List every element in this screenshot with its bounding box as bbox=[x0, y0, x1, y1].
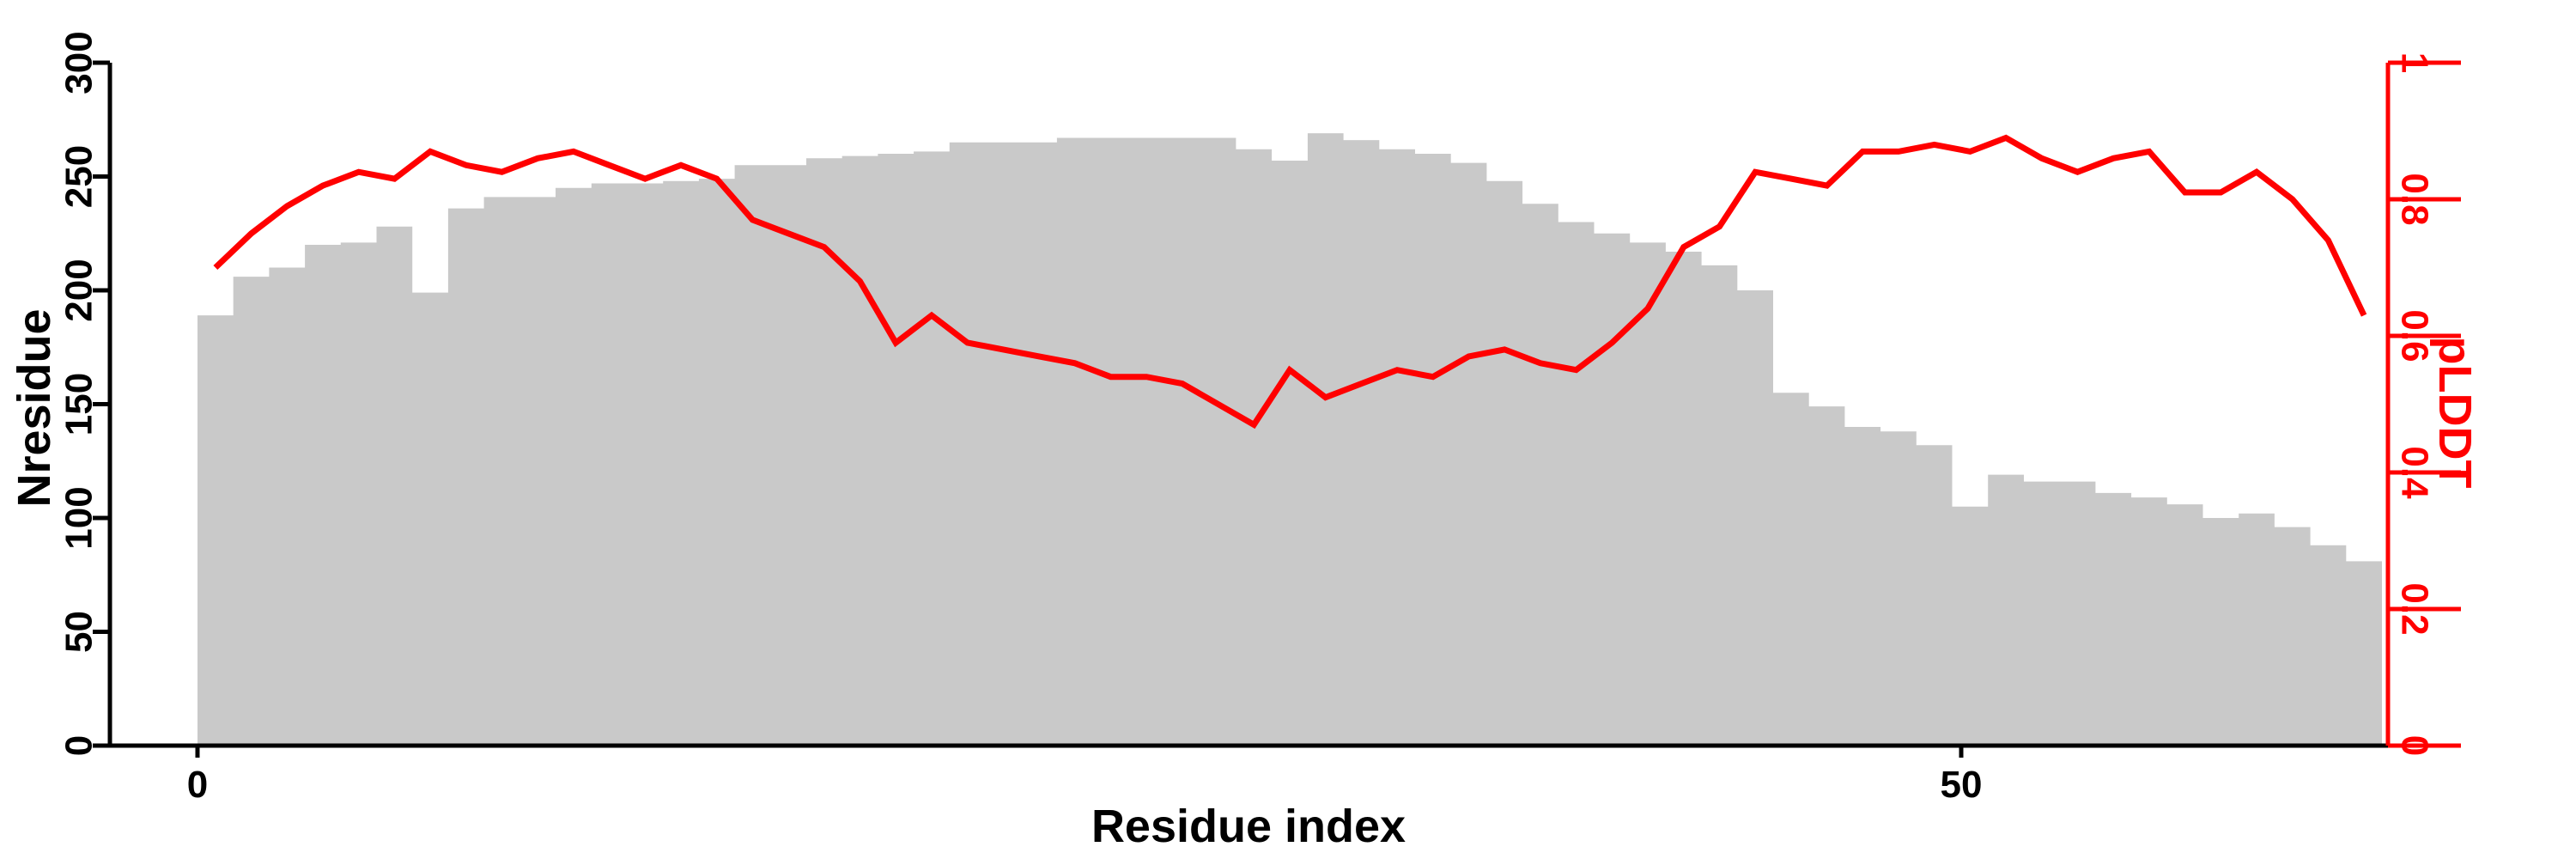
left-tick-label: 100 bbox=[58, 486, 100, 549]
right-tick-label: 0.2 bbox=[2394, 582, 2436, 635]
right-tick-label: 0 bbox=[2394, 735, 2436, 756]
x-tick-label: 50 bbox=[1941, 764, 1983, 806]
left-tick-label: 0 bbox=[58, 735, 100, 756]
right-tick-label: 1 bbox=[2394, 52, 2436, 73]
x-axis-title: Residue index bbox=[1091, 801, 1406, 852]
x-tick-label: 0 bbox=[187, 764, 208, 806]
left-tick-label: 200 bbox=[58, 259, 100, 321]
right-tick-label: 0.6 bbox=[2394, 309, 2436, 362]
left-tick-label: 250 bbox=[58, 145, 100, 208]
right-y-axis-title: pLDDT bbox=[2429, 336, 2481, 489]
right-tick-label: 0.4 bbox=[2394, 446, 2436, 499]
nresidue-histogram-bars bbox=[197, 133, 2382, 746]
plddt-line bbox=[213, 134, 2367, 430]
left-y-axis-title: Nresidue bbox=[9, 308, 60, 508]
left-tick-label: 300 bbox=[58, 31, 100, 94]
right-tick-label: 0.8 bbox=[2394, 173, 2436, 225]
left-tick-label: 150 bbox=[58, 373, 100, 436]
left-tick-label: 50 bbox=[58, 611, 100, 653]
